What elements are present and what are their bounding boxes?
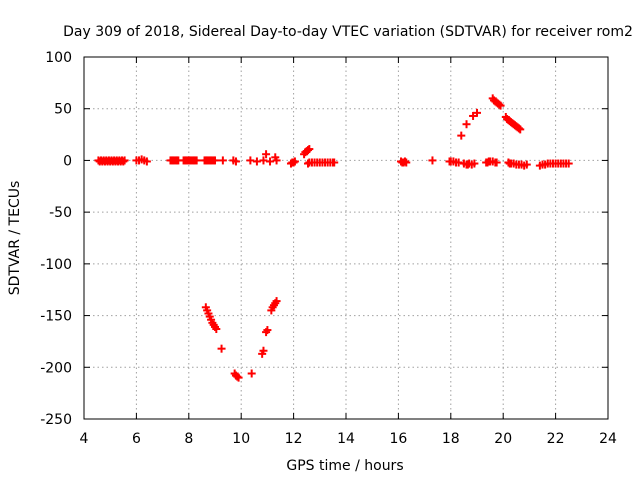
data-point [564,159,573,168]
x-axis-label: GPS time / hours [286,458,403,474]
data-point [217,344,226,353]
data-point [400,157,409,166]
y-tick-label: -100 [40,257,72,273]
data-point [330,158,339,167]
x-tick-label: 22 [547,431,565,447]
x-tick-label: 20 [494,431,512,447]
data-point [305,145,314,154]
data-point [462,120,471,129]
data-point [233,372,242,381]
y-tick-label: -50 [49,205,72,221]
data-point [120,156,129,165]
x-tick-label: 14 [337,431,355,447]
data-point [142,157,151,166]
x-tick-label: 24 [599,431,617,447]
x-tick-label: 6 [132,431,141,447]
y-tick-label: -250 [40,412,72,428]
data-point [272,297,281,306]
data-point [259,156,268,165]
data-point [290,157,299,166]
data-point [252,157,261,166]
data-point [212,325,221,334]
data-point [304,146,313,155]
x-tick-label: 16 [389,431,407,447]
data-point [428,156,437,165]
data-point [272,156,281,165]
data-point [522,160,531,169]
y-tick-label: 0 [63,153,72,169]
data-point [402,158,411,167]
x-tick-label: 12 [285,431,303,447]
y-tick-label: -150 [40,309,72,325]
data-point [247,369,256,378]
data-point [454,158,463,167]
data-point [119,157,128,166]
data-point [246,156,255,165]
data-point [289,158,298,167]
data-point [266,157,275,166]
data-point [231,157,240,166]
data-point [211,156,219,165]
data-point [514,124,523,133]
data-point [516,125,525,134]
x-tick-label: 18 [442,431,460,447]
data-point [218,156,227,165]
y-tick-label: 100 [45,50,72,66]
data-point [473,108,481,117]
data-points [94,94,573,382]
data-point [304,159,313,168]
data-point [259,346,268,355]
y-axis-label: SDTVAR / TECUs [7,181,23,296]
grid [84,57,608,419]
chart-title: Day 309 of 2018, Sidereal Day-to-day VTE… [63,24,633,40]
x-tick-label: 10 [232,431,250,447]
x-tick-label: 4 [80,431,89,447]
data-point [492,158,501,167]
x-tick-label: 8 [184,431,193,447]
data-point [470,159,479,168]
y-tick-label: -200 [40,360,72,376]
data-point [192,156,201,165]
data-point [234,373,243,382]
data-point [457,131,466,140]
y-tick-label: 50 [54,102,72,118]
data-point [263,326,272,335]
data-point [262,150,271,159]
axis-ticks [83,56,609,420]
data-point [495,100,504,109]
data-point [496,101,505,110]
tick-labels: 4 6 8 10 12 14 16 18 20 22 24 -250 -200 -150 -100 -50 0 5… [40,50,617,447]
